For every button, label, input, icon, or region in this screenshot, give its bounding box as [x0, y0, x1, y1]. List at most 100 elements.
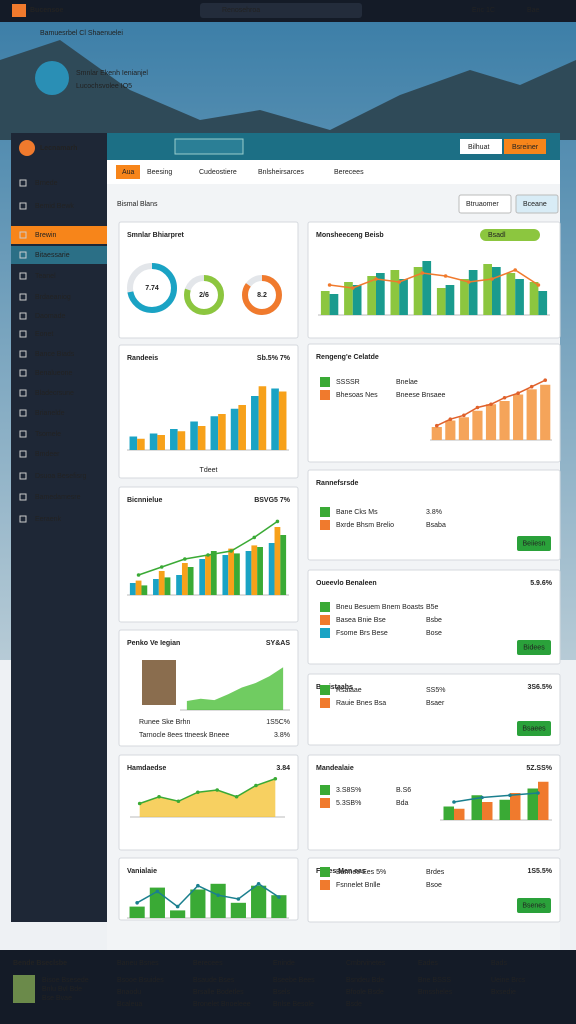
top-item[interactable]: Enc 1C	[472, 7, 495, 14]
card	[118, 344, 299, 479]
header-button-label[interactable]: Bilhuat	[468, 144, 489, 151]
action-button[interactable]	[517, 640, 551, 655]
nav-item[interactable]: Bladecrsune	[35, 390, 74, 397]
bar	[492, 267, 501, 315]
bar	[271, 388, 279, 450]
donut-arc	[127, 263, 177, 313]
action-button[interactable]	[517, 536, 551, 551]
nav-item[interactable]: Dsuoa Besefisrg	[35, 473, 86, 480]
footer-link[interactable]: Bseebe Bees	[273, 977, 315, 984]
line	[453, 792, 539, 803]
row-icon	[320, 615, 330, 625]
nav-item[interactable]: Brdaeaniog	[35, 294, 71, 301]
nav-item[interactable]: Eonet	[35, 331, 53, 338]
card-title: Mandealaie	[316, 765, 354, 772]
brand-icon	[19, 140, 35, 156]
top-item[interactable]: Bae	[527, 7, 540, 14]
footer-link[interactable]: Bne BSSS	[418, 977, 451, 984]
tab[interactable]: Cudeostiere	[199, 169, 237, 176]
nav-icon	[19, 369, 27, 377]
action-button[interactable]	[517, 898, 551, 913]
header-button[interactable]	[460, 139, 502, 154]
nav-item[interactable]: Tsomele	[35, 431, 61, 438]
nav-item[interactable]: Brewin	[35, 232, 57, 239]
footer-link[interactable]: Bnlse Besole	[273, 1001, 314, 1008]
page-button-label[interactable]: Bceane	[523, 201, 547, 208]
line	[139, 778, 276, 805]
nav-item[interactable]: Bance Biads	[35, 351, 75, 358]
page-button[interactable]	[458, 194, 512, 214]
footer-link[interactable]: Bfoole Bsde	[346, 989, 384, 996]
footer-link[interactable]: Bsaude Bses	[193, 977, 235, 984]
card	[307, 673, 561, 746]
bar	[472, 410, 483, 440]
row-text: 3.S8S%	[336, 787, 361, 794]
bar	[187, 567, 194, 595]
point	[175, 904, 180, 909]
nav-item[interactable]: Brianelde	[35, 410, 65, 417]
footer-link[interactable]: Bsndeu Bde	[346, 977, 384, 984]
point	[135, 901, 139, 905]
bar	[540, 384, 551, 440]
tab[interactable]: Berecees	[334, 169, 364, 176]
page-button-label[interactable]: Btruaomer	[466, 201, 499, 208]
bar	[499, 401, 510, 440]
action-button[interactable]	[517, 721, 551, 736]
nav-icon	[19, 515, 27, 523]
nav-icon	[19, 409, 27, 417]
bar	[436, 288, 446, 315]
footer-link[interactable]: Bsels	[273, 989, 291, 996]
nav-item[interactable]: Brnede	[35, 180, 58, 187]
badge	[480, 229, 540, 241]
nav-item[interactable]: Bamedamesre	[35, 494, 81, 501]
footer-link[interactable]: Bnaodu	[117, 989, 141, 996]
header-button-label[interactable]: Bsreiner	[512, 144, 539, 151]
card	[307, 754, 561, 851]
footer-link[interactable]: Bxsedie	[491, 989, 516, 996]
bar	[230, 408, 239, 450]
card-title: Penko Ve Iegian	[127, 640, 180, 647]
bar	[129, 906, 145, 918]
nav-item[interactable]: Teanel	[35, 273, 56, 280]
action-button-label[interactable]: Bsenes	[522, 902, 546, 909]
tab[interactable]: Beesing	[147, 169, 172, 176]
row-text: Bhesoas Nes	[336, 392, 378, 399]
nav-item[interactable]: Bitaessarie	[35, 252, 70, 259]
nav-item[interactable]: Bmdeer	[35, 451, 60, 458]
tab-active[interactable]	[116, 165, 140, 179]
logo: Bucensoe	[30, 7, 64, 14]
tab[interactable]: Aua	[122, 169, 135, 176]
footer-link[interactable]: Brsalle Bodetles	[193, 989, 244, 996]
action-button-label[interactable]: Beiiesn	[523, 540, 546, 547]
nav-item[interactable]: Eeraenk	[35, 516, 62, 523]
page-title: Bismal Blans	[117, 201, 158, 208]
footer-link[interactable]: Bmssheles	[418, 989, 453, 996]
header-button[interactable]	[504, 139, 546, 154]
search-box[interactable]	[200, 3, 362, 18]
action-button-label[interactable]: Bidees	[523, 644, 545, 651]
donut-label: 7.74	[145, 285, 159, 292]
page-button[interactable]	[515, 194, 559, 214]
footer-link[interactable]: Bcaleua	[117, 1001, 142, 1008]
nav-item[interactable]: Bemid Bewk	[35, 203, 74, 210]
bar	[515, 279, 524, 315]
header-chip	[174, 138, 244, 155]
bar	[176, 575, 182, 595]
nav-item[interactable]: Daomade	[35, 313, 65, 320]
footer-link[interactable]: Ueine Brcs	[491, 977, 526, 984]
card-title: Bicnnielue	[127, 497, 163, 504]
point	[480, 795, 484, 800]
footer-title: Baneu Bsnes	[117, 960, 159, 967]
search-text[interactable]: Renosehroa	[222, 7, 260, 14]
tab[interactable]: Bnlsheirsarces	[258, 169, 304, 176]
footer-link[interactable]: Bronelet Bnoeleee	[193, 1001, 251, 1008]
footer-link[interactable]: Bsooe Bsuides	[117, 977, 164, 984]
nav-item[interactable]: Benalueone	[35, 370, 72, 377]
line	[329, 269, 539, 289]
action-button-label[interactable]: Bsaees	[522, 725, 546, 732]
bar	[483, 264, 492, 315]
row-text: Basea Bnie Bse	[336, 617, 386, 624]
footer-link[interactable]: Bsde	[346, 1001, 362, 1008]
point	[536, 283, 541, 287]
bar	[210, 883, 226, 918]
